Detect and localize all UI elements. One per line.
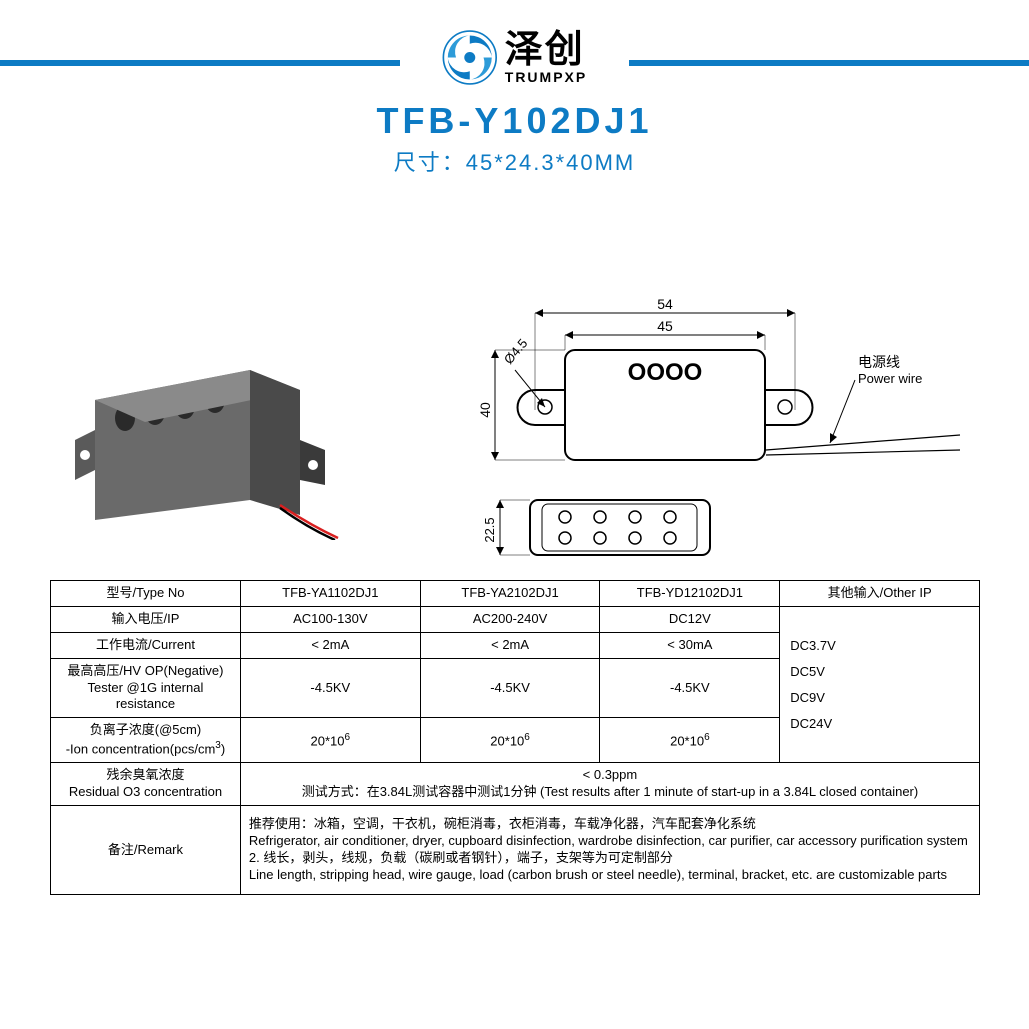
product-dimensions: 尺寸：45*24.3*40MM bbox=[394, 145, 636, 177]
technical-drawing-front: 54 45 OOOO Ø4.5 40 电源线 bbox=[480, 295, 980, 475]
header-current: 工作电流/Current bbox=[51, 632, 241, 658]
header-hv-op: 最高高压/HV OP(Negative) Tester @1G internal… bbox=[51, 658, 241, 718]
brand-name-cn: 泽创 bbox=[505, 31, 585, 69]
header-other-ip: 其他输入/Other IP bbox=[780, 581, 980, 607]
model-3: TFB-YD12102DJ1 bbox=[600, 581, 780, 607]
other-ip-cell: DC3.7V DC5V DC9V DC24V bbox=[780, 606, 980, 763]
current-v3: < 30mA bbox=[600, 632, 780, 658]
wire-label-en: Power wire bbox=[858, 371, 922, 386]
hv-v2: -4.5KV bbox=[420, 658, 600, 718]
remark-content: 推荐使用：冰箱，空调，干衣机，碗柜消毒，衣柜消毒，车载净化器，汽车配套净化系统 … bbox=[240, 806, 979, 895]
ion-v3: 20*106 bbox=[600, 718, 780, 763]
dim-54: 54 bbox=[657, 296, 673, 312]
ion-v1: 20*106 bbox=[240, 718, 420, 763]
header-remark: 备注/Remark bbox=[51, 806, 241, 895]
diagram-area: 54 45 OOOO Ø4.5 40 电源线 bbox=[50, 300, 980, 580]
model-2: TFB-YA2102DJ1 bbox=[420, 581, 600, 607]
ip-v1: AC100-130V bbox=[240, 606, 420, 632]
specification-table: 型号/Type No TFB-YA1102DJ1 TFB-YA2102DJ1 T… bbox=[50, 580, 980, 895]
dim-hole: Ø4.5 bbox=[501, 336, 531, 367]
technical-drawing-bottom: 22.5 bbox=[480, 490, 730, 570]
header-ion: 负离子浓度(@5cm) -Ion concentration(pcs/cm3) bbox=[51, 718, 241, 763]
o3-value-cell: < 0.3ppm 测试方式：在3.84L测试容器中测试1分钟 (Test res… bbox=[240, 763, 979, 806]
table-row: 备注/Remark 推荐使用：冰箱，空调，干衣机，碗柜消毒，衣柜消毒，车载净化器… bbox=[51, 806, 980, 895]
hv-v1: -4.5KV bbox=[240, 658, 420, 718]
model-1: TFB-YA1102DJ1 bbox=[240, 581, 420, 607]
ion-v2: 20*106 bbox=[420, 718, 600, 763]
hv-v3: -4.5KV bbox=[600, 658, 780, 718]
brand-name-en: TRUMPXP bbox=[505, 69, 587, 85]
table-row: 型号/Type No TFB-YA1102DJ1 TFB-YA2102DJ1 T… bbox=[51, 581, 980, 607]
brand-logo: 泽创 TRUMPXP bbox=[442, 30, 587, 85]
table-row: 残余臭氧浓度 Residual O3 concentration < 0.3pp… bbox=[51, 763, 980, 806]
swirl-icon bbox=[442, 30, 497, 85]
product-model: TFB-Y102DJ1 bbox=[376, 100, 652, 142]
table-row: 输入电压/IP AC100-130V AC200-240V DC12V DC3.… bbox=[51, 606, 980, 632]
slots-marker: OOOO bbox=[628, 359, 703, 386]
wire-label-cn: 电源线 bbox=[858, 354, 900, 370]
current-v1: < 2mA bbox=[240, 632, 420, 658]
header-type-no: 型号/Type No bbox=[51, 581, 241, 607]
header-o3: 残余臭氧浓度 Residual O3 concentration bbox=[51, 763, 241, 806]
dim-40: 40 bbox=[480, 402, 493, 418]
product-3d-render bbox=[70, 340, 340, 540]
dim-45: 45 bbox=[657, 318, 673, 334]
header-bar-left bbox=[0, 60, 400, 66]
header-bar-right bbox=[629, 60, 1029, 66]
current-v2: < 2mA bbox=[420, 632, 600, 658]
dim-22-5: 22.5 bbox=[482, 517, 497, 542]
ip-v2: AC200-240V bbox=[420, 606, 600, 632]
ip-v3: DC12V bbox=[600, 606, 780, 632]
header-ip: 输入电压/IP bbox=[51, 606, 241, 632]
